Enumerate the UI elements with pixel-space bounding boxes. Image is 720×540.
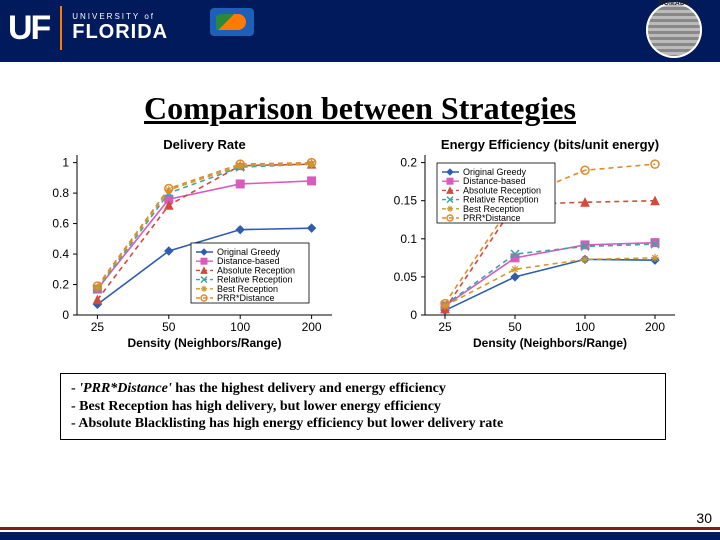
svg-text:Density (Neighbors/Range): Density (Neighbors/Range) bbox=[128, 336, 282, 350]
svg-text:0.2: 0.2 bbox=[400, 156, 417, 170]
gator-icon bbox=[210, 8, 254, 36]
svg-text:50: 50 bbox=[508, 320, 522, 334]
svg-text:1: 1 bbox=[63, 156, 70, 170]
svg-text:0.05: 0.05 bbox=[393, 270, 417, 284]
nomads-label: NOMADS bbox=[646, 0, 702, 7]
svg-text:0.2: 0.2 bbox=[53, 278, 70, 292]
note-line-1: - 'PRR*Distance' has the highest deliver… bbox=[71, 380, 655, 398]
charts-row: Delivery Rate 0 0.2 0.4 0.6 0.8 1 25 50 100 200 Den… bbox=[0, 135, 720, 355]
svg-text:Energy Efficiency (bits/unit e: Energy Efficiency (bits/unit energy) bbox=[441, 137, 659, 152]
svg-text:100: 100 bbox=[575, 320, 595, 334]
nomads-icon: NOMADS bbox=[646, 2, 702, 58]
chart-energy-efficiency: Energy Efficiency (bits/unit energy) 0 0.0… bbox=[371, 135, 691, 355]
svg-text:25: 25 bbox=[91, 320, 105, 334]
svg-text:200: 200 bbox=[302, 320, 322, 334]
slide-footer: 30 bbox=[0, 526, 720, 540]
footer-accent-bar bbox=[0, 527, 720, 530]
note-line-3: - Absolute Blacklisting has high energy … bbox=[71, 415, 655, 433]
svg-text:Density (Neighbors/Range): Density (Neighbors/Range) bbox=[473, 336, 627, 350]
svg-text:25: 25 bbox=[438, 320, 452, 334]
uf-logo: UF UNIVERSITY of FLORIDA bbox=[8, 6, 168, 50]
svg-text:0: 0 bbox=[410, 308, 417, 322]
note-2-text: Best Reception has high delivery, but lo… bbox=[79, 399, 441, 414]
svg-text:PRR*Distance: PRR*Distance bbox=[463, 213, 521, 223]
svg-text:100: 100 bbox=[231, 320, 251, 334]
notes-box: - 'PRR*Distance' has the highest deliver… bbox=[60, 373, 666, 440]
svg-text:50: 50 bbox=[162, 320, 176, 334]
svg-text:0.4: 0.4 bbox=[53, 247, 70, 261]
uf-text: UNIVERSITY of FLORIDA bbox=[72, 12, 168, 44]
note-em: 'PRR*Distance' bbox=[79, 381, 172, 396]
university-small: UNIVERSITY of bbox=[72, 12, 168, 21]
slide-title: Comparison between Strategies bbox=[0, 90, 720, 127]
slide-header: UF UNIVERSITY of FLORIDA NOMADS bbox=[0, 0, 720, 62]
logo-divider bbox=[60, 6, 62, 50]
chart-delivery-rate: Delivery Rate 0 0.2 0.4 0.6 0.8 1 25 50 100 200 Den… bbox=[29, 135, 349, 355]
svg-text:Delivery Rate: Delivery Rate bbox=[164, 137, 246, 152]
chart-right-svg: Energy Efficiency (bits/unit energy) 0 0.0… bbox=[371, 135, 691, 355]
svg-text:200: 200 bbox=[645, 320, 665, 334]
svg-text:0.6: 0.6 bbox=[53, 217, 70, 231]
university-big: FLORIDA bbox=[72, 21, 168, 44]
note-1-rest: has the highest delivery and energy effi… bbox=[175, 381, 446, 396]
uf-initials: UF bbox=[8, 9, 49, 48]
note-line-2: - Best Reception has high delivery, but … bbox=[71, 398, 655, 416]
svg-text:0.15: 0.15 bbox=[393, 194, 417, 208]
footer-main-bar bbox=[0, 532, 720, 540]
chart-left-svg: Delivery Rate 0 0.2 0.4 0.6 0.8 1 25 50 100 200 Den… bbox=[29, 135, 349, 355]
svg-text:PRR*Distance: PRR*Distance bbox=[217, 293, 275, 303]
page-number: 30 bbox=[696, 510, 712, 526]
svg-text:0: 0 bbox=[63, 308, 70, 322]
note-3-text: Absolute Blacklisting has high energy ef… bbox=[78, 416, 503, 431]
svg-text:0.1: 0.1 bbox=[400, 232, 417, 246]
svg-text:0.8: 0.8 bbox=[53, 186, 70, 200]
